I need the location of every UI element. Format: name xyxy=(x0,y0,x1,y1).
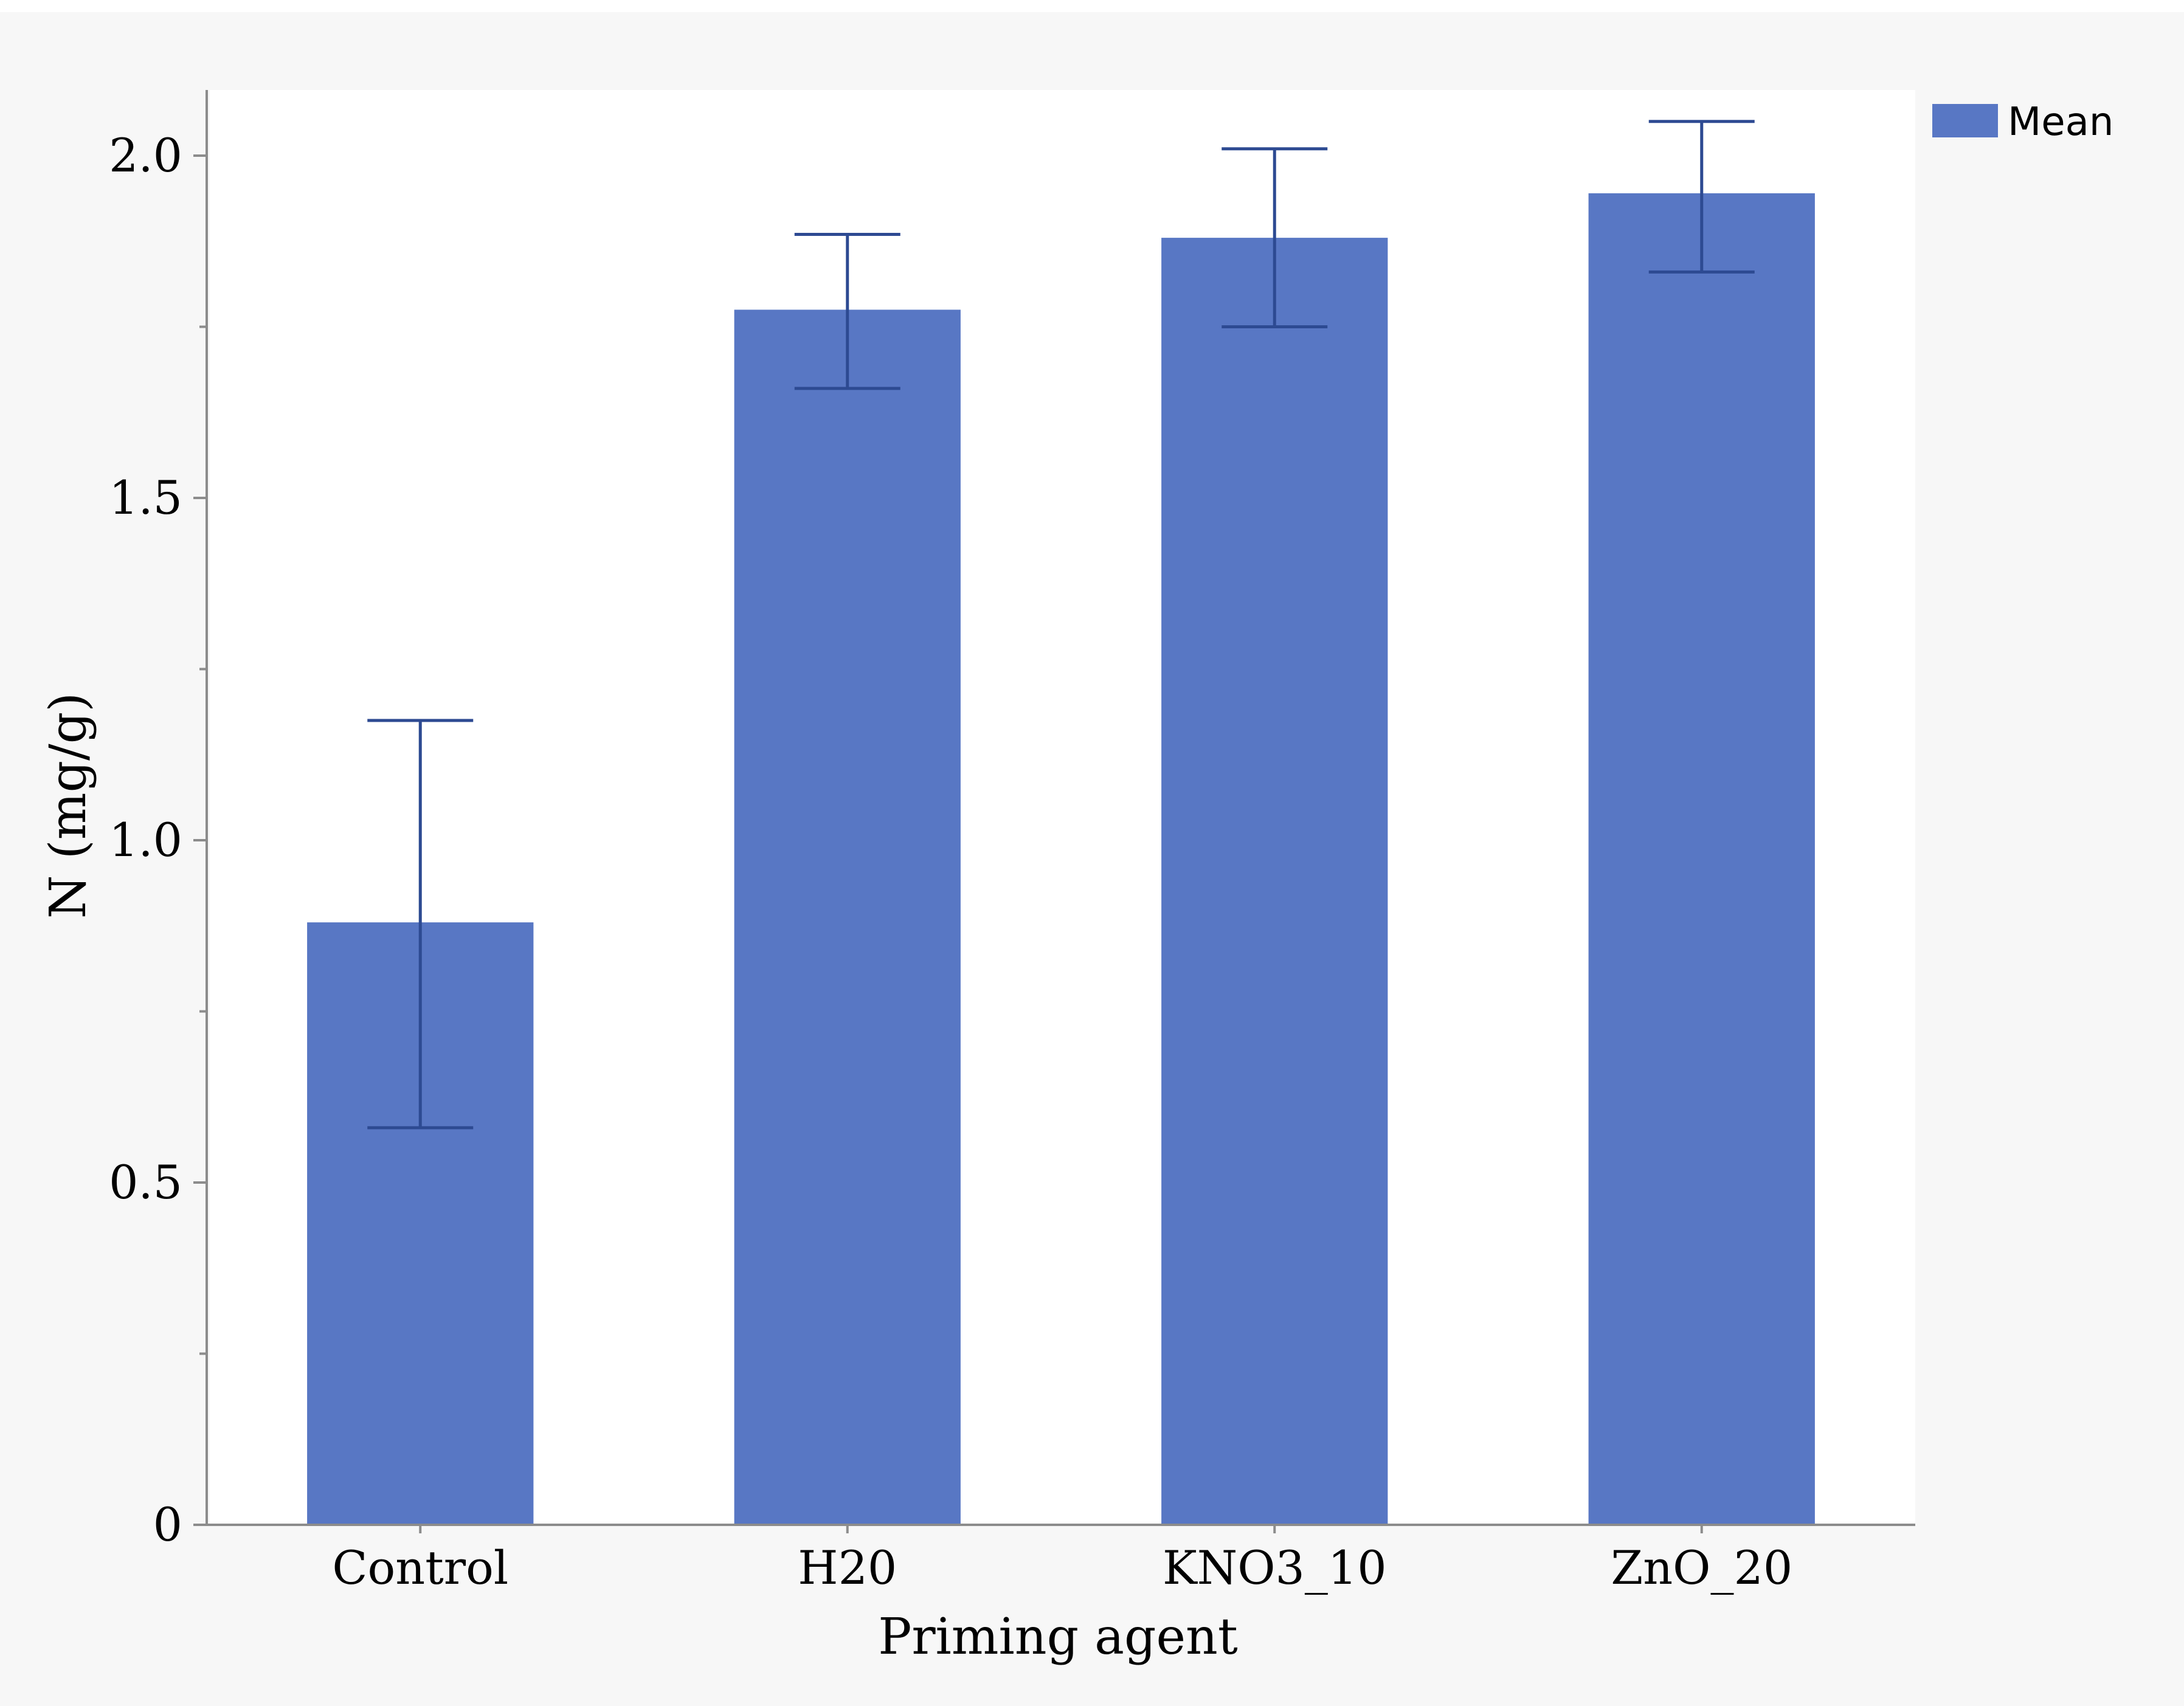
x-tick-label: Control xyxy=(332,1541,508,1595)
y-tick-label: 1.0 xyxy=(109,813,182,867)
bars-group xyxy=(307,193,1815,1525)
legend-label: Mean xyxy=(2008,100,2113,145)
error-bar-kno3-10 xyxy=(1222,147,1328,328)
bar-h20 xyxy=(734,309,961,1525)
y-ticks-group: 0 0.5 1.0 1.5 2.0 xyxy=(109,128,207,1552)
y-axis-title: N (mg/g) xyxy=(40,692,97,919)
bar-zno-20 xyxy=(1588,193,1815,1525)
y-tick-label: 1.5 xyxy=(109,471,182,525)
x-tick-label: H20 xyxy=(798,1541,897,1595)
error-bar-zno-20 xyxy=(1648,120,1755,274)
y-tick-label: 0.5 xyxy=(109,1155,182,1209)
error-bar-h20 xyxy=(794,232,900,390)
legend: Mean xyxy=(1932,100,2113,145)
legend-swatch xyxy=(1932,104,1998,137)
x-labels-group: Control H20 KNO3_10 ZnO_20 xyxy=(332,1525,1792,1595)
bar-kno3-10 xyxy=(1161,238,1388,1525)
x-tick-label: ZnO_20 xyxy=(1611,1541,1792,1595)
inner-white-band xyxy=(0,0,2184,12)
error-bar-control xyxy=(367,719,474,1130)
x-tick-label: KNO3_10 xyxy=(1163,1541,1387,1595)
y-tick-label: 0 xyxy=(153,1497,182,1552)
error-bars-group xyxy=(367,120,1755,1130)
y-tick-label: 2.0 xyxy=(109,128,182,182)
x-axis-title: Priming agent xyxy=(878,1608,1238,1666)
